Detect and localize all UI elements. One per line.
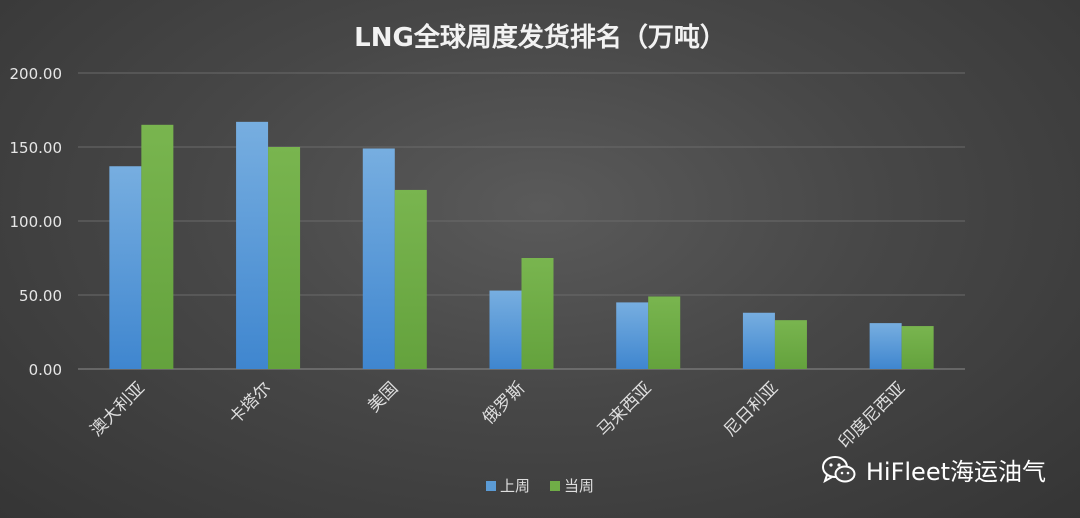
bar-current-week — [774, 320, 807, 369]
bar-previous-week — [742, 312, 775, 369]
bar-previous-week — [109, 166, 142, 369]
watermark-text: HiFleet海运油气 — [865, 458, 1046, 486]
bar-previous-week — [236, 121, 269, 369]
x-axis-labels: 澳大利亚 卡塔尔 美国 俄罗斯 马来西亚 尼日利亚 印度尼西亚 — [87, 378, 910, 452]
x-tick-label: 马来西亚 — [594, 378, 656, 440]
bar-previous-week — [869, 323, 902, 369]
legend-label: 上周 — [500, 477, 530, 495]
legend-label: 当周 — [564, 477, 594, 495]
bars — [109, 121, 934, 369]
y-tick-label: 150.00 — [10, 139, 63, 157]
bar-previous-week — [489, 290, 522, 369]
bar-previous-week — [362, 148, 395, 369]
bar-current-week — [141, 124, 174, 369]
bar-current-week — [268, 147, 301, 369]
x-tick-label: 印度尼西亚 — [835, 378, 909, 452]
bar-current-week — [901, 326, 934, 369]
legend-swatch — [550, 481, 560, 491]
y-tick-label: 50.00 — [19, 287, 62, 305]
chart-title: LNG全球周度发货排名（万吨） — [354, 22, 726, 53]
x-tick-label: 俄罗斯 — [479, 378, 529, 428]
y-tick-label: 0.00 — [29, 361, 62, 379]
y-tick-label: 200.00 — [10, 65, 63, 83]
bar-previous-week — [616, 302, 649, 369]
y-axis: 0.00 50.00 100.00 150.00 200.00 — [10, 65, 63, 379]
x-tick-label: 卡塔尔 — [225, 378, 275, 428]
bar-current-week — [648, 296, 681, 369]
x-tick-label: 美国 — [364, 378, 402, 416]
y-tick-label: 100.00 — [10, 213, 63, 231]
gridlines — [78, 72, 965, 370]
legend-swatch — [486, 481, 496, 491]
x-tick-label: 澳大利亚 — [87, 378, 149, 440]
wechat-icon — [821, 455, 856, 483]
watermark: HiFleet海运油气 — [821, 452, 1046, 487]
x-tick-label: 尼日利亚 — [720, 378, 782, 440]
legend: 上周 当周 — [486, 477, 594, 495]
bar-current-week — [521, 258, 554, 369]
bar-current-week — [394, 189, 427, 369]
